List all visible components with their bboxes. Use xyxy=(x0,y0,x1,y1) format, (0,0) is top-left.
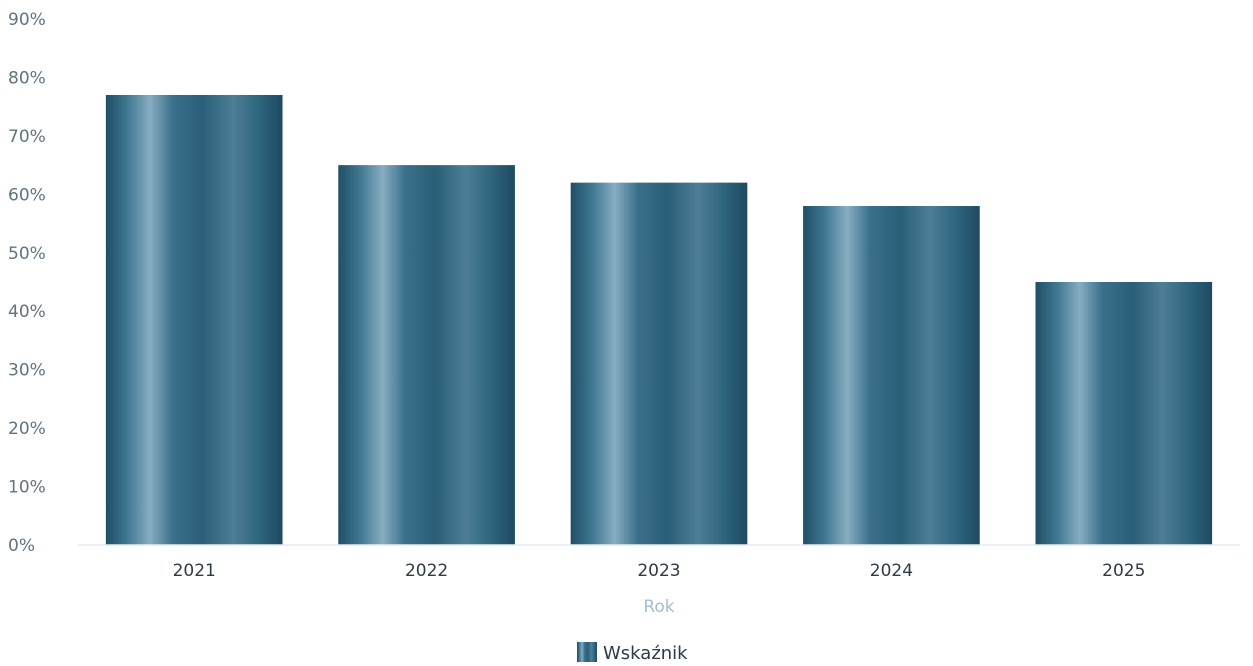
y-tick-label: 10% xyxy=(8,478,46,498)
y-axis: 0% 10% 20% 30% 40% 50% 60% 70% 80% 90% xyxy=(8,10,46,556)
x-tick-label: 2021 xyxy=(173,561,216,581)
x-tick-label: 2022 xyxy=(405,561,448,581)
legend[interactable]: Wskaźnik xyxy=(577,642,688,664)
bar-2024[interactable] xyxy=(803,206,980,545)
x-axis: 2021 2022 2023 2024 2025 xyxy=(173,561,1146,581)
y-tick-label: 40% xyxy=(8,302,46,322)
y-tick-label: 80% xyxy=(8,68,46,88)
bar-2022[interactable] xyxy=(338,165,515,545)
y-tick-label: 20% xyxy=(8,419,46,439)
x-axis-title: Rok xyxy=(643,597,674,617)
x-tick-label: 2023 xyxy=(637,561,680,581)
legend-swatch[interactable] xyxy=(577,642,597,662)
legend-label[interactable]: Wskaźnik xyxy=(603,643,688,664)
y-tick-label: 90% xyxy=(8,10,46,30)
y-tick-label: 70% xyxy=(8,127,46,147)
y-tick-label: 0% xyxy=(8,536,35,556)
bar-2025[interactable] xyxy=(1035,282,1213,545)
y-tick-label: 60% xyxy=(8,185,46,205)
bar-series xyxy=(105,94,1213,545)
bar-2023[interactable] xyxy=(570,182,748,545)
y-tick-label: 50% xyxy=(8,244,46,264)
y-tick-label: 30% xyxy=(8,361,46,381)
x-tick-label: 2024 xyxy=(870,561,913,581)
bar-2021[interactable] xyxy=(105,94,283,545)
x-tick-label: 2025 xyxy=(1102,561,1145,581)
